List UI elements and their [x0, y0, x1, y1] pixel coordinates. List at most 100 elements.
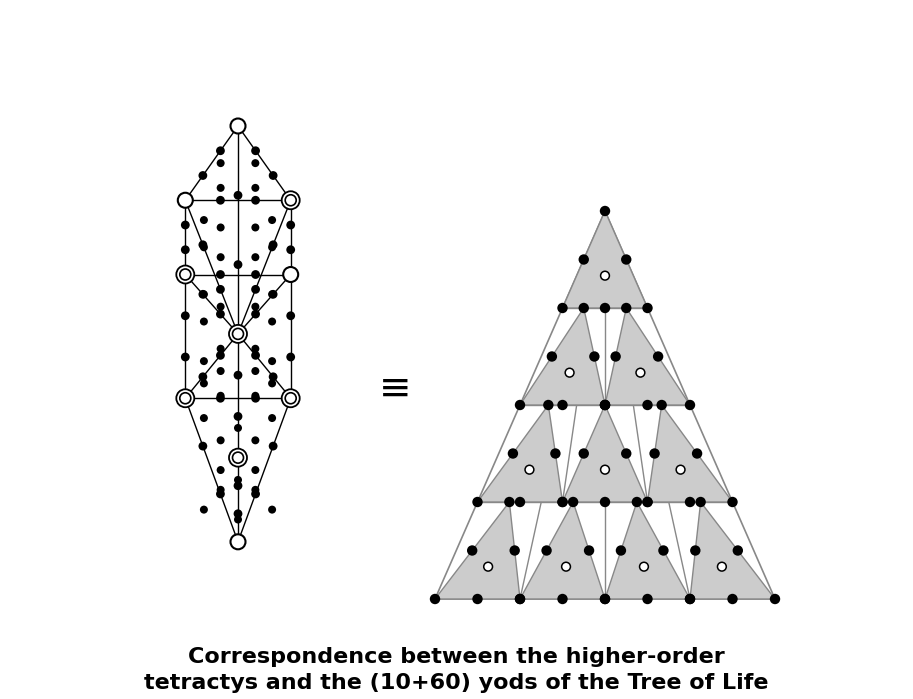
Circle shape: [230, 119, 246, 134]
Circle shape: [216, 270, 225, 279]
Circle shape: [251, 253, 259, 261]
Circle shape: [653, 352, 664, 361]
Circle shape: [233, 329, 244, 340]
Circle shape: [216, 253, 225, 261]
Circle shape: [692, 448, 702, 459]
Circle shape: [283, 267, 299, 282]
Circle shape: [268, 414, 276, 422]
Circle shape: [268, 380, 276, 387]
Circle shape: [251, 367, 259, 375]
Text: Correspondence between the higher-order
tetractys and the (10+60) yods of the Tr: Correspondence between the higher-order …: [143, 647, 768, 693]
Circle shape: [216, 146, 225, 155]
Circle shape: [233, 452, 244, 463]
Circle shape: [561, 562, 571, 571]
Circle shape: [600, 400, 610, 410]
Circle shape: [515, 400, 525, 410]
Circle shape: [557, 497, 568, 507]
Circle shape: [636, 368, 645, 377]
Circle shape: [251, 436, 259, 445]
Circle shape: [557, 400, 568, 410]
Circle shape: [621, 448, 632, 459]
Polygon shape: [668, 502, 690, 599]
Circle shape: [251, 146, 260, 155]
Circle shape: [557, 303, 568, 313]
Polygon shape: [520, 502, 541, 599]
Circle shape: [484, 562, 492, 571]
Circle shape: [543, 400, 553, 410]
Circle shape: [658, 545, 668, 556]
Circle shape: [649, 448, 660, 459]
Circle shape: [176, 266, 194, 284]
Circle shape: [287, 245, 295, 254]
Circle shape: [643, 593, 653, 604]
Circle shape: [268, 243, 276, 251]
Text: ≡: ≡: [379, 370, 412, 408]
Circle shape: [515, 593, 525, 604]
Circle shape: [696, 497, 706, 507]
Circle shape: [515, 497, 525, 507]
Circle shape: [251, 394, 260, 403]
Circle shape: [600, 593, 610, 604]
Circle shape: [268, 373, 278, 381]
Circle shape: [251, 224, 259, 231]
Circle shape: [677, 466, 685, 474]
Circle shape: [268, 290, 276, 298]
Circle shape: [234, 516, 242, 524]
Circle shape: [515, 593, 525, 604]
Circle shape: [565, 368, 574, 377]
Circle shape: [504, 497, 515, 507]
Circle shape: [685, 593, 695, 604]
Circle shape: [509, 545, 519, 556]
Circle shape: [216, 184, 225, 192]
Circle shape: [600, 593, 610, 604]
Circle shape: [467, 545, 477, 556]
Circle shape: [200, 243, 208, 251]
Circle shape: [600, 400, 610, 410]
Circle shape: [430, 593, 440, 604]
Circle shape: [579, 303, 589, 313]
Circle shape: [615, 545, 626, 556]
Circle shape: [216, 310, 225, 319]
Circle shape: [251, 196, 260, 205]
Circle shape: [732, 545, 743, 556]
Circle shape: [282, 192, 299, 209]
Circle shape: [268, 171, 278, 180]
Circle shape: [557, 497, 568, 507]
Circle shape: [216, 489, 225, 498]
Circle shape: [583, 545, 594, 556]
Circle shape: [472, 497, 483, 507]
Circle shape: [643, 400, 653, 410]
Circle shape: [180, 393, 191, 404]
Polygon shape: [562, 405, 647, 502]
Circle shape: [200, 216, 208, 224]
Circle shape: [200, 357, 208, 365]
Circle shape: [268, 216, 276, 224]
Circle shape: [251, 310, 260, 319]
Polygon shape: [605, 308, 690, 405]
Polygon shape: [562, 211, 647, 308]
Circle shape: [268, 357, 276, 365]
Circle shape: [180, 269, 191, 280]
Circle shape: [728, 593, 738, 604]
Circle shape: [234, 424, 242, 432]
Circle shape: [230, 534, 246, 549]
Circle shape: [600, 206, 610, 216]
Circle shape: [685, 497, 695, 507]
Circle shape: [200, 414, 208, 422]
Circle shape: [601, 271, 609, 280]
Circle shape: [685, 593, 695, 604]
Circle shape: [508, 448, 518, 459]
Circle shape: [216, 394, 225, 403]
Circle shape: [251, 486, 259, 493]
Circle shape: [589, 352, 600, 361]
Circle shape: [234, 476, 242, 484]
Circle shape: [181, 245, 190, 254]
Polygon shape: [605, 502, 690, 599]
Circle shape: [268, 317, 276, 326]
Circle shape: [216, 436, 225, 445]
Circle shape: [178, 193, 193, 208]
Circle shape: [643, 497, 653, 507]
Circle shape: [282, 389, 299, 408]
Circle shape: [632, 497, 642, 507]
Circle shape: [600, 303, 610, 313]
